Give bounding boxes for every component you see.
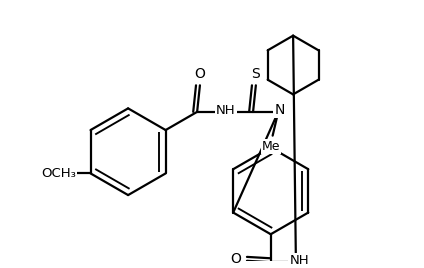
Text: Me: Me bbox=[262, 140, 281, 153]
Text: NH: NH bbox=[216, 104, 236, 117]
Text: N: N bbox=[274, 103, 285, 117]
Text: OCH₃: OCH₃ bbox=[42, 167, 76, 180]
Text: NH: NH bbox=[290, 254, 309, 267]
Text: S: S bbox=[251, 67, 260, 81]
Text: O: O bbox=[230, 252, 241, 266]
Text: O: O bbox=[195, 67, 205, 81]
